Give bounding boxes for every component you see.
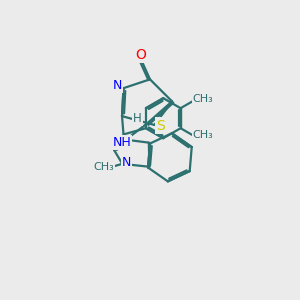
Text: O: O [136,48,147,62]
Text: CH₃: CH₃ [193,94,213,103]
Text: CH₃: CH₃ [93,162,114,172]
Text: NH: NH [113,136,131,149]
Text: N: N [122,156,131,169]
Text: CH₃: CH₃ [193,130,213,140]
Text: S: S [157,118,165,133]
Text: H: H [133,112,142,125]
Text: N: N [112,79,122,92]
